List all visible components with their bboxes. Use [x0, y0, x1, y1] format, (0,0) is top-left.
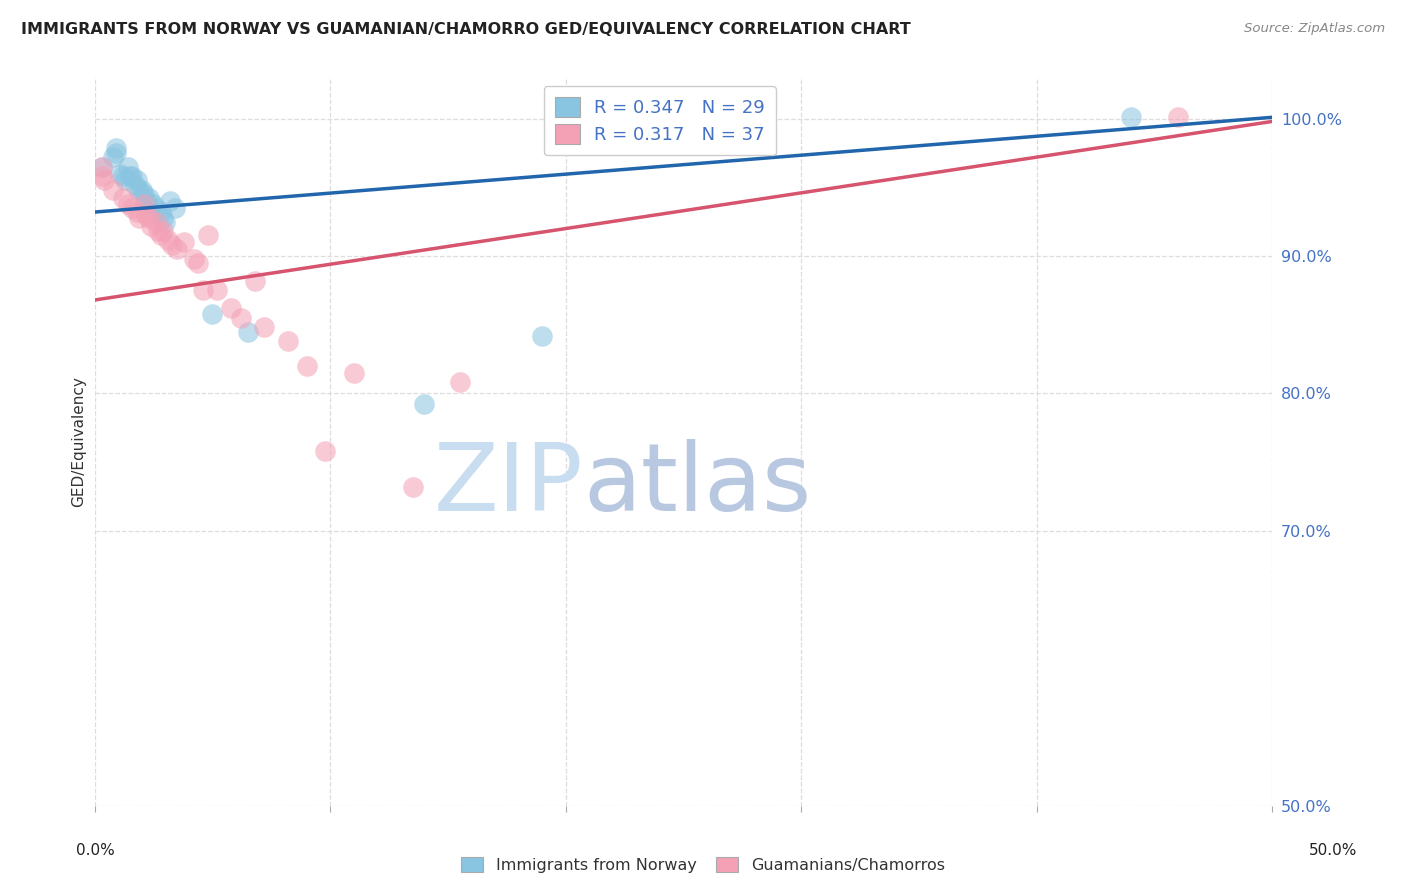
Point — [163, 201, 186, 215]
Point — [155, 215, 177, 229]
Point — [117, 197, 139, 211]
Point — [152, 211, 174, 225]
Point — [191, 284, 214, 298]
Point — [314, 444, 336, 458]
Point — [142, 197, 165, 211]
Point — [125, 173, 148, 187]
Point — [128, 211, 150, 225]
Point — [124, 178, 146, 192]
Point — [243, 274, 266, 288]
Point — [111, 191, 134, 205]
Point — [111, 169, 134, 184]
Point — [173, 235, 195, 250]
Text: IMMIGRANTS FROM NORWAY VS GUAMANIAN/CHAMORRO GED/EQUIVALENCY CORRELATION CHART: IMMIGRANTS FROM NORWAY VS GUAMANIAN/CHAM… — [21, 22, 911, 37]
Point — [110, 167, 132, 181]
Point — [148, 224, 170, 238]
Point — [138, 211, 160, 225]
Point — [103, 183, 125, 197]
Point — [90, 160, 112, 174]
Point — [166, 242, 188, 256]
Point — [121, 201, 143, 215]
Point — [114, 173, 136, 187]
Point — [156, 233, 179, 247]
Legend: R = 0.347   N = 29, R = 0.317   N = 37: R = 0.347 N = 29, R = 0.317 N = 37 — [544, 87, 776, 155]
Text: ZIP: ZIP — [434, 439, 583, 532]
Point — [401, 480, 423, 494]
Point — [104, 140, 127, 154]
Point — [132, 187, 155, 202]
Point — [104, 146, 127, 161]
Point — [1119, 110, 1142, 124]
Point — [205, 284, 228, 298]
Legend: Immigrants from Norway, Guamanians/Chamorros: Immigrants from Norway, Guamanians/Chamo… — [454, 851, 952, 880]
Text: 0.0%: 0.0% — [76, 843, 115, 858]
Point — [413, 397, 436, 411]
Point — [236, 325, 259, 339]
Point — [253, 320, 276, 334]
Point — [125, 205, 148, 219]
Text: Source: ZipAtlas.com: Source: ZipAtlas.com — [1244, 22, 1385, 36]
Point — [103, 150, 125, 164]
Text: atlas: atlas — [583, 439, 811, 532]
Point — [90, 160, 112, 174]
Point — [149, 205, 172, 219]
Point — [187, 256, 209, 270]
Y-axis label: GED/Equivalency: GED/Equivalency — [72, 376, 86, 507]
Point — [118, 169, 141, 184]
Point — [531, 328, 554, 343]
Point — [121, 169, 143, 184]
Point — [93, 173, 115, 187]
Point — [159, 194, 181, 208]
Point — [145, 215, 167, 229]
Point — [128, 183, 150, 197]
Point — [1167, 110, 1189, 124]
Point — [162, 238, 184, 252]
Point — [132, 197, 155, 211]
Point — [277, 334, 299, 349]
Point — [131, 183, 153, 197]
Point — [135, 208, 157, 222]
Point — [343, 366, 366, 380]
Point — [139, 219, 162, 233]
Point — [295, 359, 318, 373]
Text: 50.0%: 50.0% — [1309, 843, 1357, 858]
Point — [135, 194, 157, 208]
Point — [229, 310, 252, 325]
Point — [145, 201, 167, 215]
Point — [197, 228, 219, 243]
Point — [138, 191, 160, 205]
Point — [183, 252, 205, 266]
Point — [449, 376, 471, 390]
Point — [201, 307, 224, 321]
Point — [152, 224, 174, 238]
Point — [219, 301, 242, 316]
Point — [117, 160, 139, 174]
Point — [90, 169, 112, 184]
Point — [149, 228, 172, 243]
